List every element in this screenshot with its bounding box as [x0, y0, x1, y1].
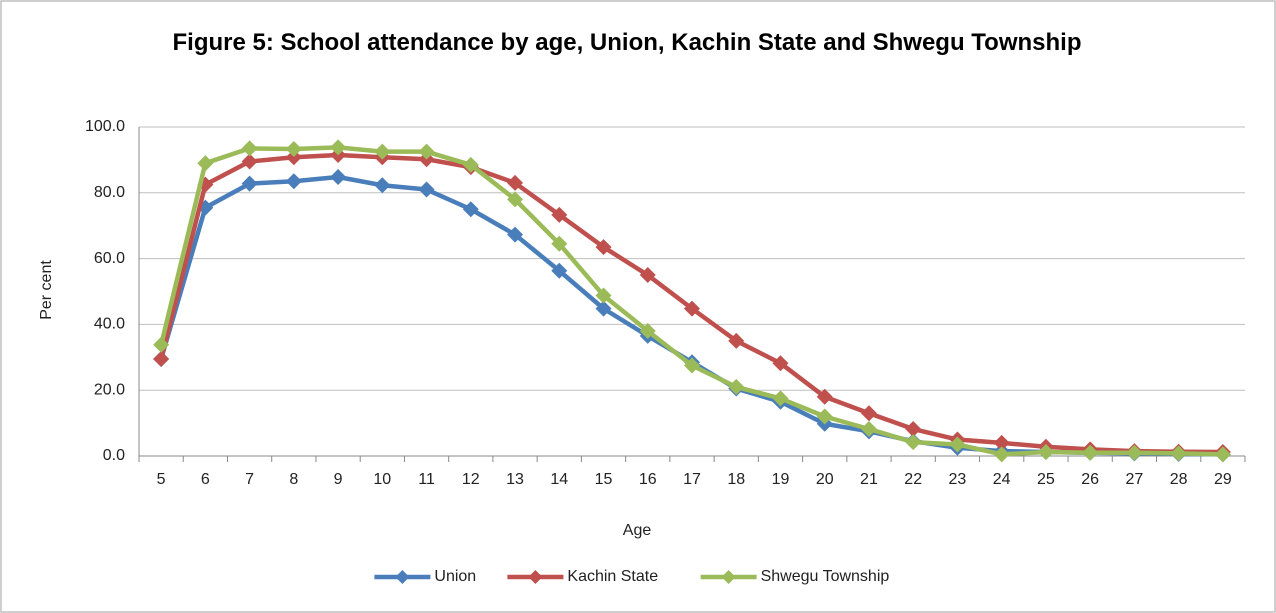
data-point	[1170, 445, 1187, 462]
data-point	[1037, 444, 1054, 461]
data-point	[772, 390, 789, 407]
y-axis-label: Per cent	[38, 260, 55, 320]
x-tick-label: 25	[1037, 471, 1055, 488]
data-point	[153, 336, 170, 353]
data-point	[241, 153, 258, 170]
data-point	[1082, 444, 1099, 461]
data-point	[949, 436, 966, 453]
data-point	[285, 141, 302, 158]
data-point	[1126, 444, 1143, 461]
data-point	[728, 378, 745, 395]
x-tick-label: 21	[860, 471, 878, 488]
data-point	[507, 191, 524, 208]
data-point	[993, 434, 1010, 451]
x-tick-label: 15	[595, 471, 613, 488]
data-point	[330, 139, 347, 156]
x-tick-label: 28	[1170, 471, 1188, 488]
data-point	[241, 140, 258, 157]
data-point	[330, 169, 347, 186]
data-point	[860, 405, 877, 422]
x-tick-label: 7	[245, 471, 254, 488]
data-point	[905, 434, 922, 451]
x-tick-label: 9	[334, 471, 343, 488]
data-point	[551, 235, 568, 252]
data-point	[639, 322, 656, 339]
data-point	[816, 408, 833, 425]
legend-label: Kachin State	[567, 568, 658, 585]
x-tick-label: 19	[772, 471, 790, 488]
data-point	[551, 206, 568, 223]
legend-label: Shwegu Township	[761, 568, 890, 585]
data-point	[374, 177, 391, 194]
x-tick-label: 20	[816, 471, 834, 488]
data-point	[595, 239, 612, 256]
x-tick-label: 23	[949, 471, 967, 488]
data-point	[993, 446, 1010, 463]
data-point	[462, 156, 479, 173]
x-tick-label: 22	[904, 471, 922, 488]
x-tick-label: 18	[727, 471, 745, 488]
data-point	[772, 355, 789, 372]
x-tick-label: 6	[201, 471, 210, 488]
x-tick-label: 8	[289, 471, 298, 488]
x-tick-label: 27	[1126, 471, 1144, 488]
x-tick-label: 5	[157, 471, 166, 488]
data-point	[684, 357, 700, 374]
data-point	[684, 300, 700, 317]
x-tick-label: 17	[683, 471, 701, 488]
x-tick-label: 26	[1081, 471, 1099, 488]
data-point	[241, 175, 258, 192]
data-point	[860, 421, 877, 438]
data-point	[639, 267, 656, 284]
x-axis-label: Age	[623, 522, 652, 539]
data-point	[285, 173, 302, 190]
x-tick-label: 14	[550, 471, 568, 488]
legend-marker	[721, 570, 736, 584]
legend-marker	[528, 570, 543, 584]
x-tick-label: 10	[373, 471, 391, 488]
x-tick-label: 16	[639, 471, 657, 488]
data-point	[153, 350, 170, 367]
data-point	[816, 388, 833, 405]
data-point	[197, 155, 214, 172]
data-point	[374, 143, 391, 160]
y-tick-label: 20.0	[94, 381, 125, 398]
y-tick-label: 80.0	[94, 184, 125, 201]
data-point	[595, 300, 612, 317]
chart-title: Figure 5: School attendance by age, Unio…	[172, 29, 1082, 56]
data-point	[418, 181, 435, 198]
data-point	[1214, 446, 1231, 463]
data-point	[728, 332, 745, 349]
data-point	[418, 143, 435, 160]
y-tick-label: 60.0	[94, 250, 125, 267]
data-point	[285, 149, 302, 166]
x-tick-label: 11	[418, 471, 435, 488]
data-point	[507, 174, 524, 191]
data-point	[595, 287, 612, 304]
data-point	[462, 201, 479, 218]
data-point	[905, 421, 922, 438]
y-tick-label: 40.0	[94, 316, 125, 333]
x-tick-label: 29	[1214, 471, 1232, 488]
x-tick-label: 12	[462, 471, 480, 488]
data-point	[551, 262, 568, 279]
legend-marker	[395, 570, 410, 584]
data-point	[507, 226, 524, 243]
x-tick-label: 24	[993, 471, 1011, 488]
y-tick-label: 100.0	[85, 118, 125, 135]
x-tick-label: 13	[506, 471, 524, 488]
legend-label: Union	[434, 568, 476, 585]
y-tick-label: 0.0	[103, 447, 125, 464]
